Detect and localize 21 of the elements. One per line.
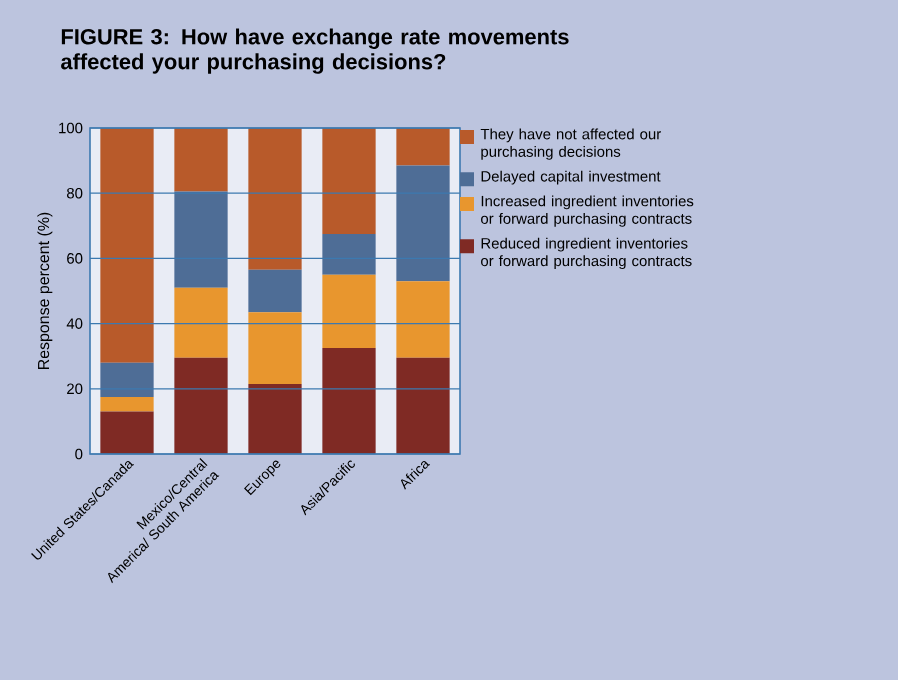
bar	[396, 357, 450, 454]
bar	[100, 127, 154, 363]
bar	[174, 191, 228, 288]
bar	[396, 281, 450, 358]
bar	[248, 127, 302, 270]
bar	[248, 269, 302, 313]
bar	[322, 233, 376, 275]
bar	[100, 411, 154, 454]
bar	[248, 312, 302, 384]
bar	[100, 396, 154, 412]
bar	[174, 357, 228, 454]
bar	[396, 165, 450, 282]
bar	[100, 362, 154, 397]
bar	[322, 348, 376, 454]
bar	[174, 287, 228, 358]
bar	[174, 127, 228, 192]
bar	[396, 127, 450, 166]
bar	[322, 127, 376, 234]
chart-title: FIGURE 3: How have exchange rate movements affected your purchasing decisions?	[61, 28, 569, 74]
bar	[248, 383, 302, 454]
bar	[322, 274, 376, 349]
